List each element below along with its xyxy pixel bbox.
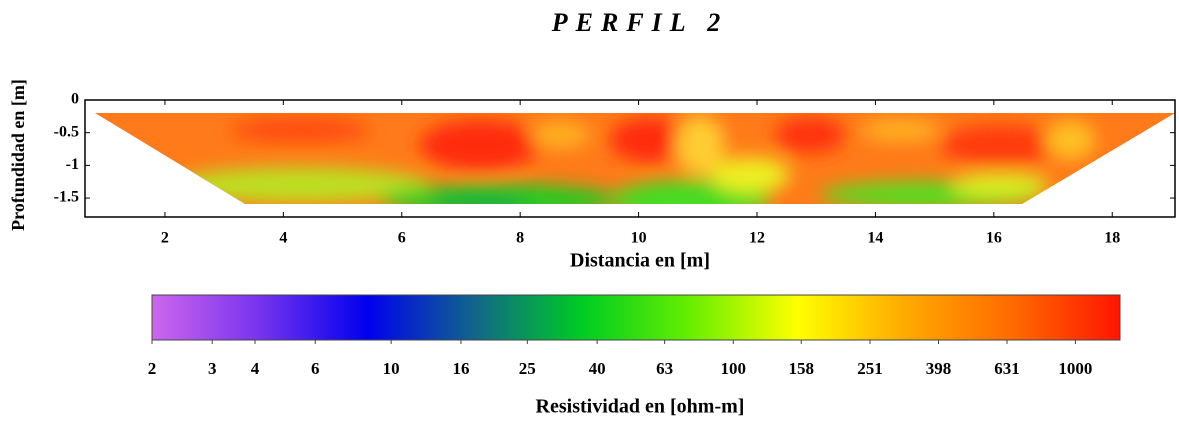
x-tick-label: 8	[516, 230, 524, 247]
chart-title: PERFIL 2	[551, 8, 728, 37]
x-tick-label: 2	[161, 230, 169, 247]
x-axis-label: Distancia en [m]	[570, 250, 710, 272]
y-tick-label: -1.5	[54, 189, 79, 206]
colorbar-tick-label: 16	[452, 359, 469, 378]
x-tick-label: 18	[1104, 230, 1120, 247]
colorbar-tick-label: 40	[589, 359, 606, 378]
colorbar-tick-label: 1000	[1058, 359, 1092, 378]
colorbar-tick-label: 100	[721, 359, 747, 378]
x-tick-label: 14	[867, 230, 883, 247]
colorbar	[151, 294, 1121, 341]
y-tick-label: -1	[66, 156, 79, 173]
colorbar-tick-label: 3	[208, 359, 217, 378]
resistivity-field	[95, 113, 1175, 204]
colorbar-tick-label: 158	[788, 359, 814, 378]
x-tick-label: 16	[986, 230, 1002, 247]
colorbar-tick-label: 2	[148, 359, 157, 378]
colorbar-tick-label: 10	[383, 359, 400, 378]
colorbar-tick-label: 4	[251, 359, 260, 378]
x-tick-label: 10	[631, 230, 647, 247]
colorbar-tick-label: 63	[656, 359, 673, 378]
x-tick-label: 6	[398, 230, 406, 247]
colorbar-tick-label: 251	[857, 359, 883, 378]
x-tick-label: 4	[279, 230, 287, 247]
y-axis-label: Profundidad en [m]	[8, 79, 28, 231]
y-tick-label: -0.5	[54, 123, 79, 140]
colorbar-tick-label: 398	[926, 359, 952, 378]
colorbar-tick-label: 6	[311, 359, 320, 378]
x-tick-label: 12	[749, 230, 765, 247]
plot-frame	[84, 99, 1176, 218]
colorbar-label: Resistividad en [ohm-m]	[536, 396, 745, 418]
y-tick-label: 0	[71, 91, 79, 108]
colorbar-tick-label: 631	[994, 359, 1020, 378]
colorbar-tick-label: 25	[519, 359, 536, 378]
